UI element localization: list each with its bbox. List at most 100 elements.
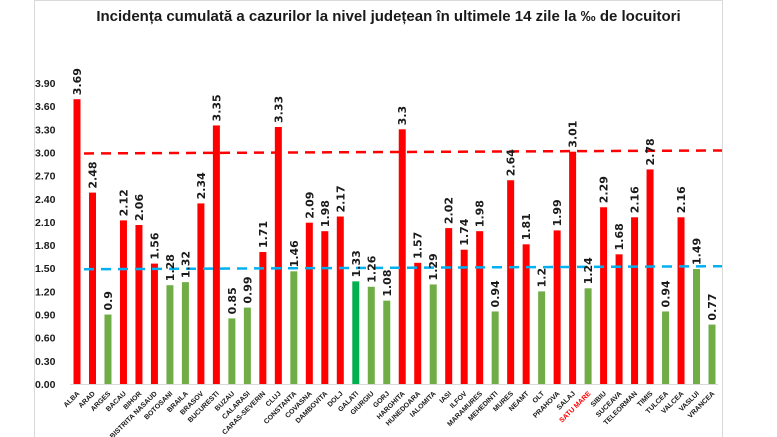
data-label: 1.32 [179, 251, 192, 278]
y-tick-label: 0.90 [35, 310, 56, 322]
bar-botosani [166, 285, 174, 384]
bar-bacau [119, 220, 127, 384]
data-label: 2.29 [598, 176, 611, 203]
bar-neamt [522, 244, 530, 384]
data-label: 1.68 [613, 223, 626, 250]
bar-galati [352, 281, 360, 384]
y-tick-label: 3.30 [35, 124, 56, 136]
data-label: 3.35 [210, 94, 223, 121]
y-tick-label: 0.60 [35, 333, 56, 345]
y-tick-label: 2.40 [35, 194, 56, 206]
data-labels: 3.69 2.48 0.9 2.12 2.061.561.28 1.32 2.34 3.35 0… [71, 68, 719, 321]
data-label: 2.17 [334, 185, 347, 212]
bar-ialomita [429, 284, 437, 384]
data-label: 1.98 [319, 200, 332, 227]
bar-salaj [569, 151, 577, 384]
bar-timis [646, 169, 654, 384]
bar-ilfov [460, 249, 468, 384]
bar-constanta [290, 271, 298, 384]
bar-tulcea [662, 311, 670, 384]
bar-bucuresti [212, 125, 220, 384]
data-label: 0.77 [706, 293, 719, 320]
y-tick-label: 2.70 [35, 171, 56, 183]
data-label: 2.34 [195, 172, 208, 199]
bar-dolj [336, 216, 344, 384]
bar-prahova [553, 230, 561, 384]
y-tick-label: 0.00 [35, 379, 56, 391]
data-label: 0.9 [102, 291, 115, 311]
bar-sibiu [600, 207, 608, 384]
y-tick-label: 2.10 [35, 217, 56, 229]
bar-brasov [197, 203, 205, 384]
bar-vaslui [693, 269, 701, 384]
data-label: 1.24 [582, 257, 595, 284]
bar-suceava [615, 254, 623, 384]
data-label: 3.33 [272, 96, 285, 123]
data-label: 1.08 [381, 270, 394, 297]
bar-braila [181, 282, 189, 384]
reference-lines [83, 149, 723, 271]
data-label: 0.99 [241, 276, 254, 303]
bar-valcea [677, 217, 685, 384]
y-tick-label: 1.80 [35, 240, 56, 252]
y-tick-label: 1.50 [35, 263, 56, 275]
data-label: 1.71 [257, 221, 270, 248]
bar-bihor [135, 225, 143, 384]
data-label: 1.74 [458, 218, 471, 245]
y-tick-label: 3.60 [35, 101, 56, 113]
bar-mehedinti [491, 311, 499, 384]
data-label: 0.94 [489, 280, 502, 307]
bar-hunedoara [414, 262, 422, 384]
y-tick-label: 1.20 [35, 286, 56, 298]
bar-cluj [274, 126, 282, 384]
bar-buzau [228, 318, 236, 384]
reference-line-3 [83, 149, 723, 155]
bar-gorj [383, 300, 391, 384]
y-tick-label: 3.00 [35, 147, 56, 159]
y-tick-label: 0.30 [35, 356, 56, 368]
data-label: 2.06 [133, 194, 146, 221]
bar-bistrita-nasaud [150, 263, 158, 384]
bar-arges [104, 314, 112, 384]
bar-alba [73, 99, 81, 384]
bar-mures [507, 180, 515, 384]
bar-maramures [476, 231, 484, 384]
data-label: 1.46 [288, 240, 301, 267]
bar-teleorman [631, 217, 639, 384]
bar-calarasi [243, 307, 251, 384]
y-tick-label: 3.90 [35, 78, 56, 90]
bar-iasi [445, 228, 453, 384]
data-label: 0.94 [660, 280, 673, 307]
data-label: 1.81 [520, 213, 533, 240]
data-label: 2.64 [505, 149, 518, 176]
data-label: 2.12 [117, 189, 130, 216]
bar-vrancea [708, 324, 716, 384]
chart-title: Incidența cumulată a cazurilor la nivel … [96, 8, 681, 25]
data-label: 2.48 [86, 161, 99, 188]
data-label: 2.16 [629, 186, 642, 213]
bar-covasna [305, 222, 313, 384]
data-label: 1.33 [350, 250, 363, 277]
chart-frame [34, 0, 723, 437]
bar-satu-mare [584, 288, 592, 384]
data-label: 1.28 [164, 254, 177, 281]
bar-arad [88, 192, 96, 384]
reference-line-1-5 [83, 264, 723, 271]
data-label: 2.78 [644, 138, 657, 165]
data-label: 3.3 [396, 106, 409, 126]
y-axis: 0.00 0.30 0.60 0.90 1.20 1.50 1.80 2.10 2.40 2.70… [35, 78, 56, 391]
data-label: 2.09 [303, 192, 316, 219]
data-label: 1.56 [148, 232, 161, 259]
data-label: 0.85 [226, 287, 239, 314]
data-label: 1.2 [536, 268, 549, 288]
bar-dambovita [321, 231, 329, 384]
data-label: 1.29 [427, 253, 440, 280]
bar-harghita [398, 129, 406, 384]
data-label: 1.57 [412, 232, 425, 259]
data-label: 1.99 [551, 199, 564, 226]
data-label: 3.01 [567, 121, 580, 148]
data-label: 1.98 [474, 200, 487, 227]
bar-giurgiu [367, 286, 375, 384]
